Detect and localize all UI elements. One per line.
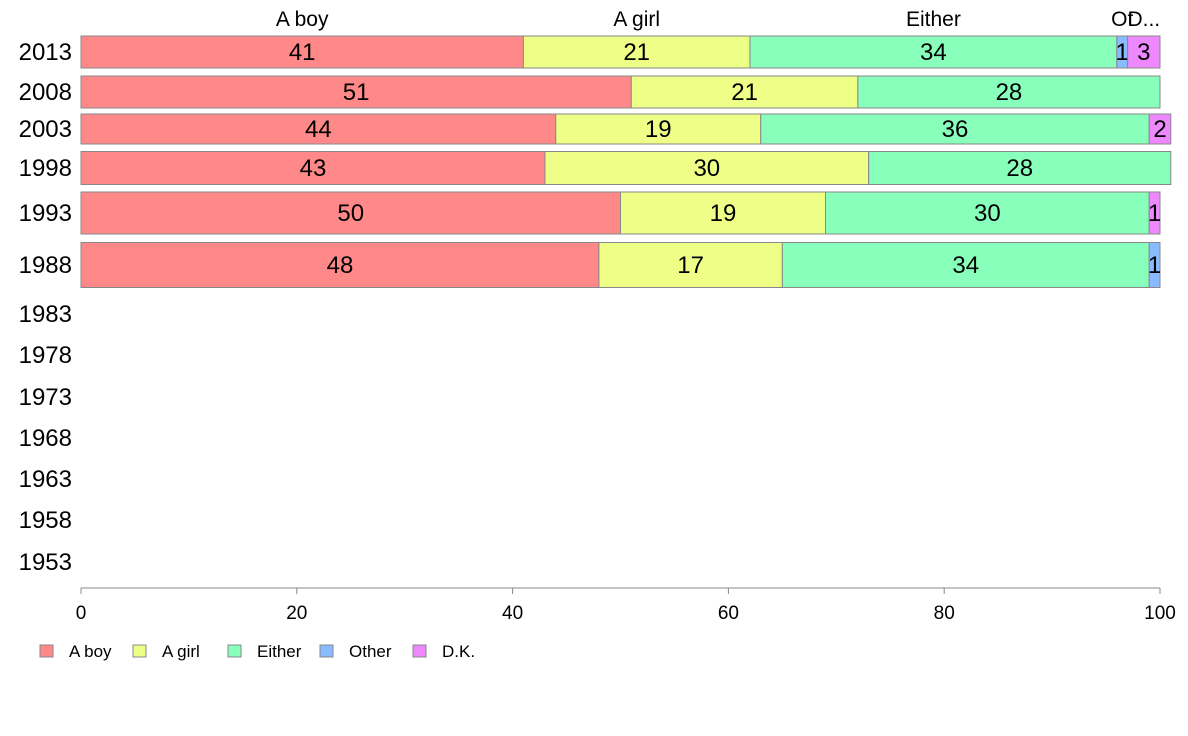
data-label-2003-a-boy: 44 bbox=[305, 116, 332, 143]
bar-1988-a-girl bbox=[598, 242, 783, 288]
category-label-1993: 1993 bbox=[19, 200, 72, 227]
data-label-2003-either: 36 bbox=[942, 116, 969, 143]
series-header-d-k: D... bbox=[1127, 8, 1160, 31]
data-label-1998-a-girl: 30 bbox=[693, 155, 720, 182]
data-label-2003-a-girl: 19 bbox=[645, 116, 672, 143]
x-axis: 0 20 40 60 80 100 bbox=[76, 587, 1176, 624]
category-label-1953: 1953 bbox=[19, 549, 72, 576]
legend-label-a-girl: A girl bbox=[162, 642, 200, 661]
data-label-2008-either: 28 bbox=[996, 79, 1023, 106]
bar-2008-either bbox=[857, 75, 1161, 109]
data-label-1988-either: 34 bbox=[952, 252, 979, 279]
legend-swatch-d-k bbox=[412, 644, 427, 658]
bar-2013-a-girl bbox=[522, 35, 751, 69]
category-label-1988: 1988 bbox=[19, 252, 72, 279]
data-label-2013-d-k: 3 bbox=[1137, 39, 1150, 66]
bar-2013-d-k bbox=[1127, 35, 1161, 69]
data-label-1993-d-k: 1 bbox=[1148, 200, 1161, 227]
legend-swatch-a-girl bbox=[132, 644, 147, 658]
x-tick-label-40: 40 bbox=[502, 603, 523, 624]
legend-swatch-a-boy bbox=[39, 644, 54, 658]
category-label-2013: 2013 bbox=[19, 39, 72, 66]
legend: A boy A girl Either Other D.K. bbox=[39, 642, 475, 661]
category-label-1968: 1968 bbox=[19, 425, 72, 452]
data-label-1998-a-boy: 43 bbox=[300, 155, 327, 182]
x-tick-label-0: 0 bbox=[76, 603, 87, 624]
legend-swatch-other bbox=[319, 644, 334, 658]
category-label-1963: 1963 bbox=[19, 466, 72, 493]
data-label-2013-a-girl: 21 bbox=[623, 39, 650, 66]
data-label-2008-a-boy: 51 bbox=[343, 79, 370, 106]
bar-2008-a-girl bbox=[630, 75, 859, 109]
bar-1993-a-boy bbox=[80, 191, 621, 235]
data-label-2003-d-k: 2 bbox=[1153, 116, 1166, 143]
bar-1993-a-girl bbox=[620, 191, 827, 235]
data-label-2013-other: 1 bbox=[1116, 39, 1129, 66]
category-label-1973: 1973 bbox=[19, 384, 72, 411]
legend-label-a-boy: A boy bbox=[69, 642, 112, 661]
category-label-1978: 1978 bbox=[19, 342, 72, 369]
data-label-1988-a-girl: 17 bbox=[677, 252, 704, 279]
category-label-2008: 2008 bbox=[19, 79, 72, 106]
legend-label-other: Other bbox=[349, 642, 392, 661]
x-tick-label-60: 60 bbox=[718, 603, 739, 624]
bar-1988-either bbox=[781, 242, 1150, 288]
bar-2003-d-k bbox=[1148, 113, 1172, 145]
legend-label-either: Either bbox=[257, 642, 302, 661]
bar-1998-a-girl bbox=[544, 151, 870, 185]
data-label-1998-either: 28 bbox=[1006, 155, 1033, 182]
bar-1988-other bbox=[1148, 242, 1161, 288]
bar-1998-a-boy bbox=[80, 151, 546, 185]
series-header-other: Ot bbox=[1111, 8, 1133, 31]
bar-1993-d-k bbox=[1148, 191, 1161, 235]
legend-swatch-either bbox=[227, 644, 242, 658]
data-label-2013-either: 34 bbox=[920, 39, 947, 66]
data-label-1988-a-boy: 48 bbox=[327, 252, 354, 279]
category-label-1983: 1983 bbox=[19, 301, 72, 328]
bar-2008-a-boy bbox=[80, 75, 632, 109]
data-label-1993-a-girl: 19 bbox=[710, 200, 737, 227]
series-header-a-girl: A girl bbox=[613, 8, 660, 31]
data-label-1993-a-boy: 50 bbox=[337, 200, 364, 227]
category-label-2003: 2003 bbox=[19, 116, 72, 143]
bar-1998-either bbox=[868, 151, 1172, 185]
data-label-2008-a-girl: 21 bbox=[731, 79, 758, 106]
series-header-a-boy: A boy bbox=[276, 8, 329, 31]
category-labels: 2013 2008 2003 1998 1993 1988 1983 1978 1973 1968… bbox=[19, 39, 72, 576]
bar-1988-a-boy bbox=[80, 242, 600, 288]
x-tick-label-100: 100 bbox=[1144, 603, 1176, 624]
bar-1993-either bbox=[825, 191, 1150, 235]
data-label-2013-a-boy: 41 bbox=[289, 39, 316, 66]
series-headers: A boy A girl Either OtD... bbox=[276, 8, 1160, 31]
category-label-1958: 1958 bbox=[19, 507, 72, 534]
x-tick-label-20: 20 bbox=[286, 603, 307, 624]
legend-label-d-k: D.K. bbox=[442, 642, 475, 661]
category-label-1998: 1998 bbox=[19, 155, 72, 182]
x-tick-label-80: 80 bbox=[934, 603, 955, 624]
bar-2003-a-boy bbox=[80, 113, 557, 145]
data-label-1988-other: 1 bbox=[1148, 252, 1161, 279]
bar-2003-a-girl bbox=[555, 113, 762, 145]
data-label-1993-either: 30 bbox=[974, 200, 1001, 227]
series-header-either: Either bbox=[906, 8, 961, 31]
